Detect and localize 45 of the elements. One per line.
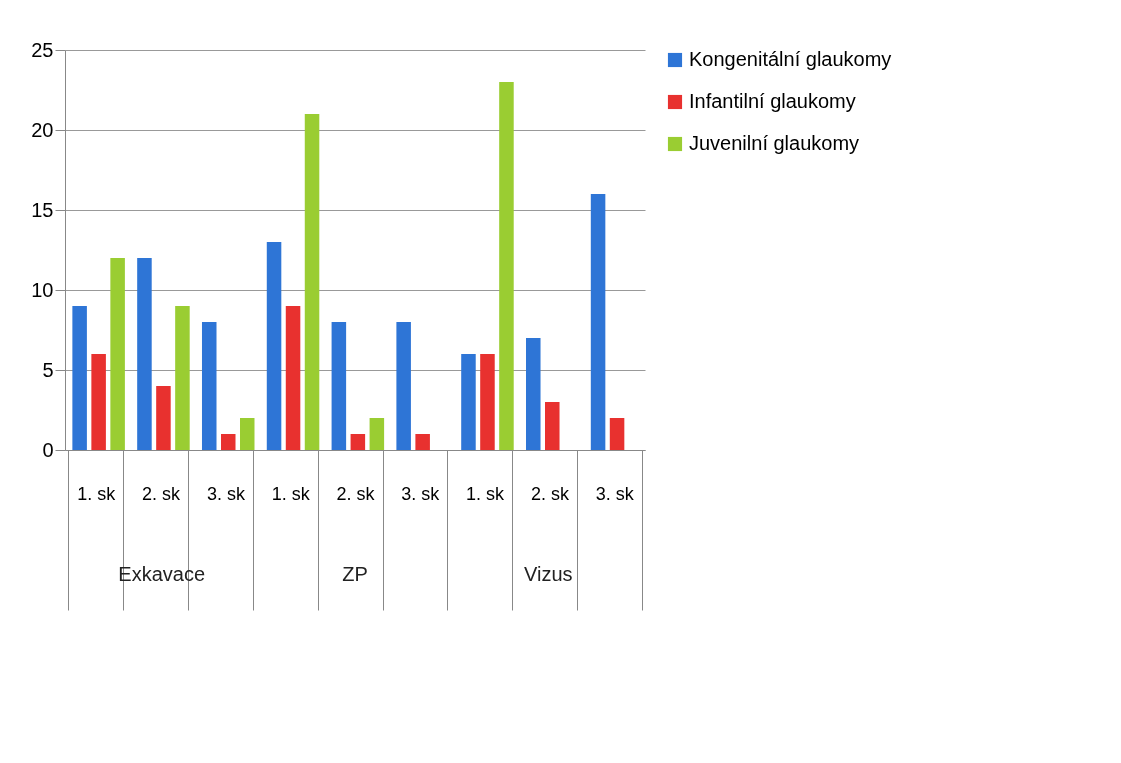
bar <box>499 82 514 450</box>
text: Exkavace <box>118 563 206 585</box>
bar <box>461 354 476 450</box>
y-tick-label: 15 <box>31 198 54 221</box>
x-tick-label: 2. sk <box>530 483 570 504</box>
bar <box>220 434 236 450</box>
bar <box>239 418 255 450</box>
bar <box>396 322 411 450</box>
bar <box>331 322 347 450</box>
bar <box>285 306 301 450</box>
bar <box>110 258 125 450</box>
bar <box>415 434 430 450</box>
y-tick-label: 5 <box>42 358 54 381</box>
y-tick-label: 0 <box>42 438 54 461</box>
x-tick-label: 1. sk <box>466 483 506 504</box>
bar <box>609 418 625 450</box>
y-tick-label: 25 <box>31 38 54 61</box>
bar <box>137 258 152 450</box>
legend-label: Infantilní glaukomy <box>689 90 856 112</box>
bar <box>201 322 217 450</box>
bar <box>91 354 106 450</box>
y-tick-label: 10 <box>31 278 54 301</box>
bar <box>545 402 560 450</box>
text: Vizus <box>524 563 573 585</box>
bar <box>156 386 171 450</box>
x-tick-label: 2. sk <box>336 483 376 504</box>
bar <box>266 242 282 450</box>
x-tick-label: 3. sk <box>206 483 246 504</box>
x-tick-label: 3. sk <box>595 483 635 504</box>
legend-label: Juvenilní glaukomy <box>689 132 860 154</box>
bar <box>590 194 606 450</box>
x-tick-label: 2. sk <box>142 483 182 504</box>
bar <box>350 434 366 450</box>
bar <box>480 354 495 450</box>
x-tick-label: 3. sk <box>401 483 441 504</box>
x-tick-label: 1. sk <box>271 483 311 504</box>
bar <box>526 338 541 450</box>
bar <box>175 306 190 450</box>
y-tick-label: 20 <box>31 118 54 141</box>
x-tick-label: 1. sk <box>77 483 117 504</box>
bar <box>369 418 385 450</box>
bar <box>72 306 87 450</box>
text: ZP <box>342 563 368 585</box>
legend-label: Kongenitální glaukomy <box>689 48 892 70</box>
bar <box>304 114 320 450</box>
